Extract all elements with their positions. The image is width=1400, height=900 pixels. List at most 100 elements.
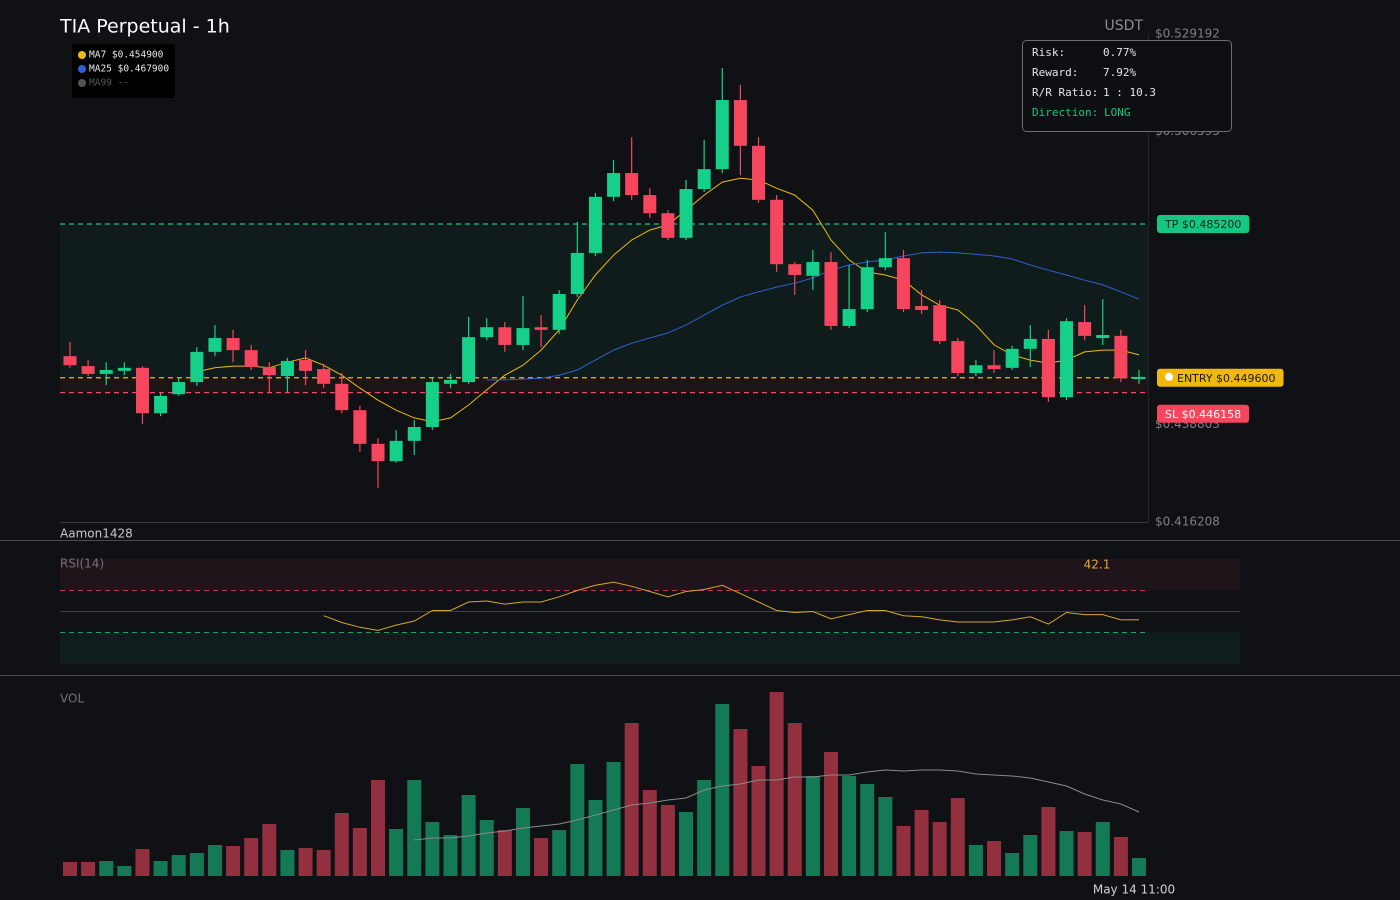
candle-body <box>951 341 965 374</box>
candle-body <box>987 365 1001 370</box>
candle-body <box>969 365 983 374</box>
volume-bar <box>534 838 549 876</box>
volume-bar <box>1077 832 1092 876</box>
rsi-line <box>323 581 1140 631</box>
volume-bar <box>99 861 114 876</box>
candle-body <box>299 360 313 371</box>
legend-box <box>72 44 175 98</box>
volume-bar <box>1005 853 1020 876</box>
volume-bar <box>1095 822 1110 876</box>
volume-bar <box>987 841 1002 876</box>
volume-bar <box>389 829 404 876</box>
candle-body <box>262 366 276 376</box>
candle-body <box>280 360 294 377</box>
candle-body <box>625 173 639 196</box>
volume-bar <box>1132 858 1146 876</box>
level-badge-box <box>1157 404 1250 423</box>
volume-bar <box>226 846 241 876</box>
candle-body <box>1078 322 1092 336</box>
candle-body <box>1096 335 1110 339</box>
candle-body <box>715 100 729 170</box>
candle-body <box>353 410 367 444</box>
volume-bar <box>660 805 675 876</box>
candle-body <box>480 327 494 338</box>
candle-body <box>806 262 820 276</box>
volume-bar <box>425 822 440 876</box>
volume-bar <box>262 824 277 876</box>
risk-row-value: 7.92% <box>1103 66 1136 79</box>
candle-body <box>190 351 204 383</box>
oversold-band <box>60 632 1240 664</box>
volume-bar <box>769 692 784 876</box>
volume-bar <box>1041 807 1056 876</box>
volume-bar <box>914 810 929 876</box>
entry-dot <box>1165 372 1173 381</box>
volume-bar <box>280 850 295 876</box>
volume-bar <box>697 780 712 876</box>
overbought-band <box>60 559 1240 591</box>
candle-body <box>1023 338 1037 349</box>
candle-body <box>407 427 421 441</box>
risk-row-value: 0.77% <box>1103 46 1136 59</box>
candle-body <box>172 382 186 395</box>
volume-bar <box>950 798 965 876</box>
rsi-title: RSI(14) <box>60 557 104 571</box>
volume-bar <box>1059 831 1074 876</box>
volume-bar <box>642 790 657 876</box>
candle-body <box>135 367 149 414</box>
risk-row-value: 1 : 10.3 <box>1103 86 1156 99</box>
volume-bar <box>244 838 259 876</box>
risk-row-label: Direction: <box>1032 106 1098 119</box>
candle-body <box>1005 348 1019 368</box>
candle-body <box>81 366 95 374</box>
volume-bar <box>878 797 893 876</box>
volume-bar <box>298 848 313 876</box>
legend-swatch <box>78 79 86 87</box>
risk-row-value: LONG <box>1104 106 1131 119</box>
volume-bar <box>117 866 132 876</box>
volume-bar <box>733 729 748 876</box>
candle-body <box>1132 376 1146 380</box>
candle-body <box>1060 321 1074 398</box>
candle-body <box>1041 338 1055 398</box>
candle-body <box>697 169 711 190</box>
candle-body <box>752 145 766 200</box>
candle-body <box>933 305 947 342</box>
level-badge: SL $0.446158 <box>1157 404 1250 423</box>
volume-bar <box>515 808 530 876</box>
candle-body <box>389 440 403 462</box>
candle-body <box>661 213 675 238</box>
volume-bar <box>352 828 367 876</box>
candle-body <box>878 258 892 268</box>
volume-title: VOL <box>60 692 84 706</box>
candle-body <box>770 199 784 265</box>
volume-bar <box>588 800 603 876</box>
candle-body <box>498 327 512 345</box>
volume-bar <box>624 723 639 876</box>
legend-swatch <box>78 65 86 73</box>
candle-body <box>588 196 602 253</box>
candle-body <box>63 356 77 366</box>
volume-bar <box>1023 835 1038 876</box>
volume-bar <box>679 812 694 876</box>
candle-body <box>99 369 113 374</box>
candle-body <box>335 383 349 411</box>
volume-bar <box>316 850 331 876</box>
candle-body <box>643 195 657 214</box>
candle-body <box>371 443 385 462</box>
candle-body <box>552 293 566 330</box>
volume-bar <box>334 813 349 876</box>
legend-swatch <box>78 51 86 59</box>
candle-body <box>443 379 457 384</box>
candle-body <box>117 367 131 371</box>
volume-bar <box>153 861 168 876</box>
volume-bar <box>1113 837 1128 876</box>
candle-body <box>226 338 240 351</box>
volume-bar <box>606 762 621 876</box>
legend-label: MA25 $0.467900 <box>89 64 169 75</box>
candle-body <box>824 262 838 326</box>
volume-bar <box>497 830 512 876</box>
rsi-current-value: 42.1 <box>1084 558 1111 572</box>
